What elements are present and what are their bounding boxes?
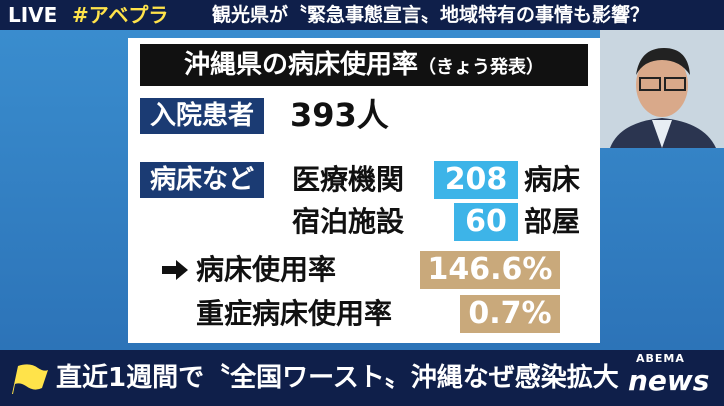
rate-label: 病床使用率 [196, 253, 337, 286]
flag-icon [12, 364, 48, 394]
presenter [600, 30, 724, 148]
hashtag: #アベプラ [72, 3, 169, 27]
title: 沖縄県の病床使用率 [183, 50, 418, 80]
rate-label: 重症病床使用率 [196, 297, 393, 330]
logo-brand: ABEMA [636, 352, 685, 365]
unit: 部屋 [524, 205, 581, 238]
panel-title: 沖縄県の病床使用率（きょう発表） [140, 44, 588, 86]
count: 60 [454, 203, 518, 241]
live-badge: LIVE [8, 3, 58, 27]
arrow-icon [162, 260, 188, 280]
rate-value: 146.6% [420, 251, 560, 289]
beds-label: 病床など [140, 162, 265, 198]
inpatients-value: 393人 [290, 96, 389, 134]
inpatients-label: 入院患者 [140, 98, 265, 134]
unit: 病床 [524, 163, 581, 196]
logo-name: news [628, 364, 710, 397]
bottom-headline: 直近1週間で〝全国ワースト〟沖縄なぜ感染拡大 [56, 363, 619, 393]
top-bar [0, 0, 724, 30]
count: 208 [434, 161, 518, 199]
headline: 観光県が〝緊急事態宣言〟地域特有の事情も影響？ [212, 4, 650, 26]
facility: 医療機関 [292, 163, 405, 196]
rate-value: 0.7% [460, 295, 560, 333]
bottom-bar [0, 350, 724, 406]
title-note: （きょう発表） [418, 57, 544, 78]
facility: 宿泊施設 [292, 205, 405, 238]
